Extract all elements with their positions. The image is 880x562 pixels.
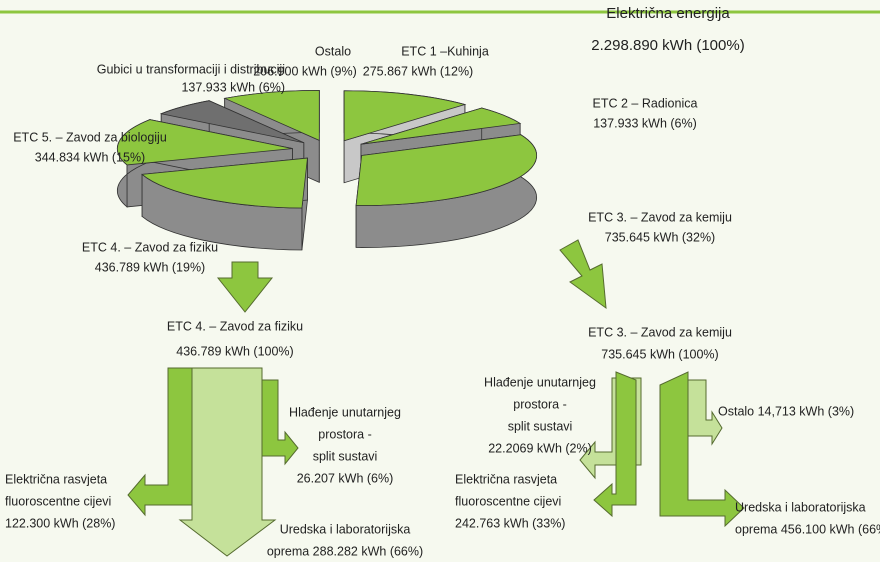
label: 436.789 kWh (100%) <box>176 344 293 358</box>
down-arrow <box>216 261 274 313</box>
label: prostora - <box>513 397 567 411</box>
label: Gubici u transformaciji i distribuciji <box>97 62 285 76</box>
flow-arrow <box>687 379 723 446</box>
slice-top <box>355 134 538 206</box>
label: 242.763 kWh (33%) <box>455 516 565 530</box>
label: Električna energija <box>606 5 730 22</box>
label: ETC 1 –Kuhinja <box>401 44 489 58</box>
label: split sustavi <box>508 419 573 433</box>
label: ETC 4. – Zavod za fiziku <box>82 240 218 254</box>
flow-arrow <box>261 379 299 466</box>
pie-chart <box>117 90 538 251</box>
pie-slice <box>355 134 538 248</box>
label: 206.900 kWh (9%) <box>253 64 357 78</box>
labels: Električna energija 2.298.890 kWh (100%) E… <box>5 5 880 558</box>
label: Električna rasvjeta <box>455 472 557 486</box>
label: 26.207 kWh (6%) <box>297 471 394 485</box>
pie-slice <box>141 157 308 251</box>
label: 122.300 kWh (28%) <box>5 516 115 530</box>
slice-top <box>141 157 308 209</box>
label: Ostalo <box>315 44 351 58</box>
label: ETC 2 – Radionica <box>593 96 698 110</box>
label: split sustavi <box>313 449 378 463</box>
label: Ostalo 14,713 kWh (3%) <box>718 404 854 418</box>
label: ETC 4. – Zavod za fiziku <box>167 319 303 333</box>
label: 436.789 kWh (19%) <box>95 260 205 274</box>
label: Uredska i laboratorijska <box>735 500 866 514</box>
label: 22.2069 kWh (2%) <box>488 441 592 455</box>
slice-top <box>159 100 304 144</box>
label: 2.298.890 kWh (100%) <box>591 37 744 54</box>
label: Hlađenje unutarnjeg <box>484 375 596 389</box>
label: ETC 3. – Zavod za kemiju <box>588 325 732 339</box>
label: 137.933 kWh (6%) <box>181 80 285 94</box>
label: Hlađenje unutarnjeg <box>289 405 401 419</box>
flow-arrow <box>127 367 193 517</box>
flow-arrow <box>593 371 637 518</box>
label: ETC 3. – Zavod za kemiju <box>588 210 732 224</box>
label: 137.933 kWh (6%) <box>593 116 697 130</box>
label: 735.645 kWh (32%) <box>605 230 715 244</box>
label: oprema 288.282 kWh (66%) <box>267 544 423 558</box>
label: fluoroscentne cijevi <box>5 494 111 508</box>
label: ETC 5. – Zavod za biologiju <box>13 130 167 144</box>
slice-top <box>223 90 320 142</box>
label: prostora - <box>318 427 372 441</box>
label: 275.867 kWh (12%) <box>363 64 473 78</box>
label: 344.834 kWh (15%) <box>35 150 145 164</box>
label: fluoroscentne cijevi <box>455 494 561 508</box>
down-arrow <box>559 239 607 310</box>
label: Električna rasvjeta <box>5 472 107 486</box>
label: oprema 456.100 kWh (66%) <box>735 522 880 536</box>
slice-top <box>360 107 522 145</box>
slice-top <box>343 90 467 142</box>
slice-top <box>117 119 293 166</box>
flow-arrow <box>178 367 277 557</box>
label: Uredska i laboratorijska <box>280 522 411 536</box>
label: 735.645 kWh (100%) <box>601 347 718 361</box>
